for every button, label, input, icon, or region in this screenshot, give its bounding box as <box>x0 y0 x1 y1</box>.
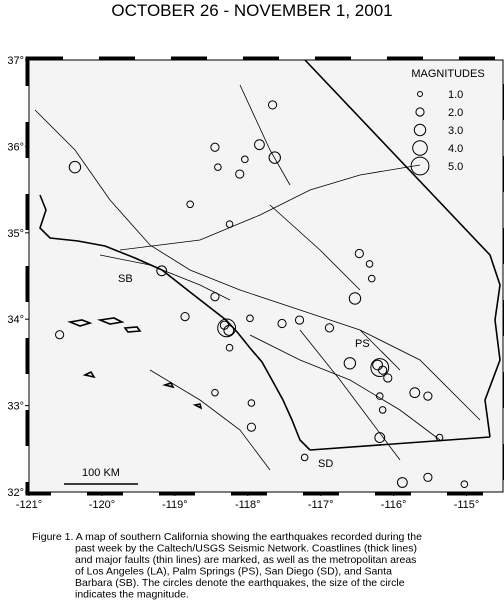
earthquake <box>435 433 444 442</box>
earthquake <box>254 139 265 151</box>
x-tick-label: -119° <box>162 499 188 511</box>
earthquake <box>374 432 386 443</box>
x-tick-label: -118° <box>235 499 261 511</box>
earthquake <box>396 477 408 488</box>
earthquake <box>378 406 387 414</box>
earthquake <box>225 220 234 228</box>
legend-label: 3.0 <box>448 125 463 137</box>
earthquake <box>241 155 249 164</box>
earthquake <box>246 314 254 323</box>
place-label: SD <box>318 458 333 470</box>
earthquake <box>460 480 469 489</box>
scale-label: 100 KM <box>82 467 120 479</box>
earthquake <box>300 453 309 462</box>
caption: Figure 1. A map of southern California s… <box>32 531 422 601</box>
earthquake <box>378 365 388 375</box>
earthquake <box>55 330 65 340</box>
earthquake <box>423 472 433 482</box>
y-tick-label: 32° <box>7 487 24 499</box>
earthquake <box>180 312 190 322</box>
basemap <box>29 59 503 492</box>
earthquake <box>217 318 237 338</box>
legend-label: 5.0 <box>448 161 463 173</box>
x-tick-label: -120° <box>89 499 115 511</box>
map-frame <box>28 59 504 493</box>
earthquake <box>348 292 362 305</box>
legend-symbol <box>417 91 423 97</box>
caption-line: Figure 1. A map of southern California s… <box>32 531 422 543</box>
earthquake <box>370 358 390 377</box>
legend-symbol <box>412 140 428 156</box>
legend-title: MAGNITUDES <box>411 68 484 80</box>
x-tick-label: -121° <box>16 499 42 511</box>
earthquake <box>277 318 287 329</box>
place-label: PS <box>355 338 370 350</box>
earthquake <box>68 160 82 174</box>
earthquake <box>409 387 421 399</box>
caption-line: past week by the Caltech/USGS Seismic Ne… <box>75 543 417 555</box>
earthquake <box>267 100 278 110</box>
earthquake <box>367 274 376 283</box>
ticks: -121° -120° -119° -118° -117° -116° -115° 32° 33… <box>7 55 479 511</box>
earthquake <box>210 142 220 152</box>
map-frame-outer <box>25 56 504 496</box>
earthquake <box>375 392 384 400</box>
earthquake <box>214 163 222 171</box>
legend-symbol <box>410 156 430 176</box>
earthquake <box>186 200 194 209</box>
legend: MAGNITUDES 1.0 2.0 3.0 4.0 5.0 <box>410 68 485 176</box>
places: SB PS SD <box>118 273 370 470</box>
quakes <box>55 100 469 489</box>
earthquake <box>225 343 234 352</box>
title: OCTOBER 26 - NOVEMBER 1, 2001 <box>111 1 392 20</box>
caption-line: of Los Angeles (LA), Palm Springs (PS), … <box>75 566 392 578</box>
legend-label: 1.0 <box>448 89 463 101</box>
y-tick-label: 35° <box>7 228 24 240</box>
earthquake <box>372 359 383 371</box>
earthquake <box>354 248 364 259</box>
earthquake <box>235 169 245 179</box>
x-tick-label: -116° <box>381 499 407 511</box>
place-label: SB <box>118 273 133 285</box>
caption-line: indicates the magnitude. <box>75 589 189 601</box>
earthquake <box>343 357 357 370</box>
x-tick-label: -115° <box>454 499 480 511</box>
legend-label: 4.0 <box>448 143 463 155</box>
earthquake <box>223 325 235 336</box>
earthquake <box>210 292 220 302</box>
y-tick-label: 36° <box>7 141 24 153</box>
earthquake <box>246 422 257 432</box>
y-tick-label: 33° <box>7 401 24 413</box>
earthquake <box>268 151 281 164</box>
earthquake <box>324 323 335 333</box>
y-tick-label: 37° <box>7 55 24 67</box>
earthquake <box>423 391 433 401</box>
earthquake <box>365 260 374 268</box>
earthquake <box>294 315 305 325</box>
caption-line: Barbara (SB). The circles denote the ear… <box>75 577 405 589</box>
earthquake <box>156 265 168 277</box>
earthquake <box>247 399 256 407</box>
legend-label: 2.0 <box>448 107 463 119</box>
earthquake <box>211 388 219 397</box>
y-tick-label: 34° <box>7 314 24 326</box>
legend-symbol <box>413 123 427 137</box>
legend-symbol <box>415 107 425 117</box>
x-tick-label: -117° <box>308 499 334 511</box>
earthquake <box>383 373 393 383</box>
caption-line: and major faults (thin lines) are marked… <box>75 554 416 566</box>
